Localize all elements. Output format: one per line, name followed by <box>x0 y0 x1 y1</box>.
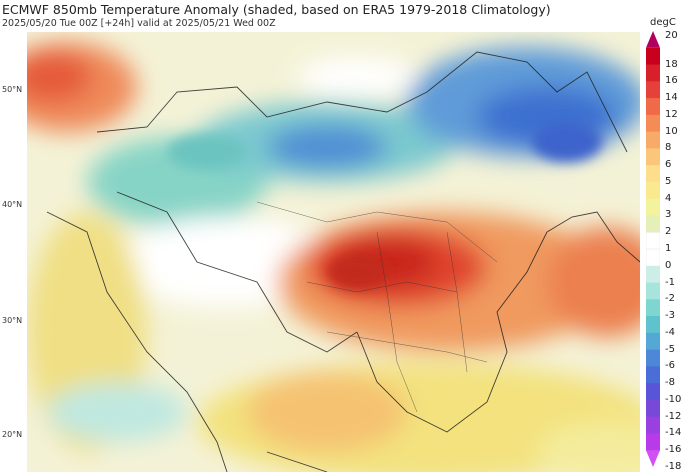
colorbar-tick-label: -12 <box>665 410 682 422</box>
anomaly-detail <box>167 122 602 290</box>
cool-detail <box>167 134 247 170</box>
colorbar-tick-label: -8 <box>665 377 675 389</box>
colorbar-segment <box>646 265 660 284</box>
colorbar-segment <box>646 248 660 267</box>
colorbar-tick-label: -10 <box>665 393 682 405</box>
colorbar-segment <box>646 114 660 133</box>
province-borders <box>256 201 498 413</box>
colorbar-segment <box>646 282 660 300</box>
colorbar-segment <box>646 450 660 467</box>
colorbar-tick-label: -4 <box>665 326 675 338</box>
chart-title: ECMWF 850mb Temperature Anomaly (shaded,… <box>2 2 551 17</box>
colorbar-tick-label: 12 <box>665 108 678 120</box>
colorbar-tick-label: 4 <box>665 192 672 204</box>
colorbar-tick-label: -14 <box>665 427 682 439</box>
colorbar-segment <box>646 131 660 149</box>
colorbar-segment <box>646 366 660 384</box>
lat-label-20: 20°N <box>2 430 23 439</box>
colorbar-segment <box>646 81 660 99</box>
colorbar-tick-label: -2 <box>665 293 675 305</box>
colorbar-tick-label: 8 <box>665 142 672 154</box>
colorbar-segment <box>646 64 660 82</box>
chart-subtitle: 2025/05/20 Tue 00Z [+24h] valid at 2025/… <box>2 18 276 29</box>
neutral-north <box>297 57 417 97</box>
colorbar-unit: degC <box>650 17 676 28</box>
colorbar-segment <box>646 349 660 367</box>
colorbar-segment <box>646 332 660 351</box>
anomaly-map <box>27 32 640 472</box>
colorbar-tick-label: -18 <box>665 461 682 472</box>
warm-far-east <box>547 227 640 337</box>
colorbar-tick-label: 18 <box>665 58 678 70</box>
colorbar-tick-label: 6 <box>665 159 672 171</box>
colorbar-tick-label: -5 <box>665 343 675 355</box>
colorbar-tick-label: 10 <box>665 125 678 137</box>
cold-ne-detail <box>532 122 602 162</box>
cool-sw <box>47 382 187 442</box>
colorbar-tick-label: -3 <box>665 310 675 322</box>
colorbar-segment <box>646 416 660 434</box>
colorbar-segment <box>646 98 660 116</box>
hot-detail <box>327 254 387 290</box>
yellow-se <box>537 422 640 472</box>
lat-label-30: 30°N <box>2 316 23 325</box>
colorbar-tick-label: 0 <box>665 259 672 271</box>
colorbar-segments <box>646 31 660 467</box>
colorbar-segment <box>646 215 660 233</box>
colorbar-segment <box>646 31 660 48</box>
colorbar-segment <box>646 433 660 451</box>
colorbar-segment <box>646 148 660 166</box>
lat-label-50: 50°N <box>2 85 23 94</box>
warm-sw <box>247 372 407 452</box>
warm-nw-core <box>27 52 92 102</box>
colorbar-segment <box>646 299 660 317</box>
colorbar-segment <box>646 165 660 183</box>
colorbar-tick-label: -1 <box>665 276 675 288</box>
colorbar-segment <box>646 181 660 200</box>
lat-label-40: 40°N <box>2 200 23 209</box>
colorbar <box>646 31 660 467</box>
colorbar-segment <box>646 198 660 216</box>
colorbar-tick-label: 16 <box>665 75 678 87</box>
colorbar-tick-label: 1 <box>665 243 672 254</box>
colorbar-tick-label: -16 <box>665 444 682 456</box>
cold-center <box>267 125 387 169</box>
anomaly-shading <box>27 42 640 472</box>
colorbar-segment <box>646 316 660 334</box>
colorbar-segment <box>646 399 660 418</box>
colorbar-tick-label: 2 <box>665 226 672 238</box>
colorbar-segment <box>646 383 660 401</box>
colorbar-segment <box>646 232 660 250</box>
country-borders <box>46 51 640 472</box>
colorbar-tick-label: 20 <box>665 30 678 41</box>
colorbar-tick-label: -6 <box>665 360 675 372</box>
colorbar-segment <box>646 47 660 66</box>
colorbar-tick-label: 3 <box>665 209 672 221</box>
colorbar-tick-label: 14 <box>665 92 678 104</box>
colorbar-tick-label: 5 <box>665 175 672 187</box>
